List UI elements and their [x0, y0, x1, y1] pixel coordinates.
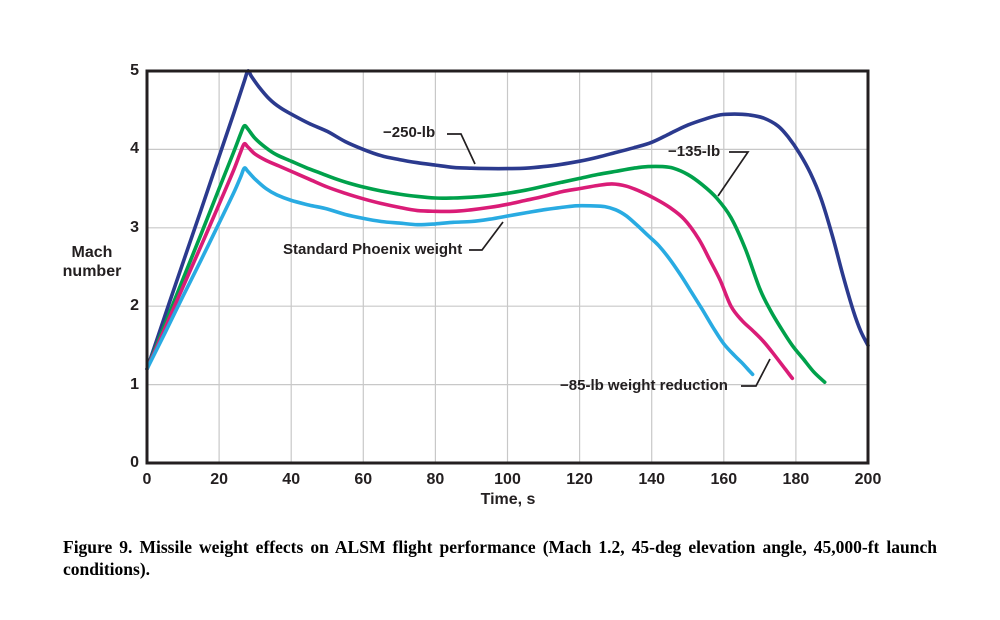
annotation-minus-85-lb: −85-lb weight reduction: [560, 377, 728, 394]
annotation-leader-line-0: [447, 133, 476, 165]
y-tick-label: 0: [130, 454, 139, 471]
y-tick-label: 5: [130, 62, 139, 79]
annotation-leader-line-3: [469, 221, 504, 251]
y-axis-title: Mach number: [62, 244, 122, 280]
x-tick-label: 60: [354, 471, 373, 488]
annotation-minus-135-lb: −135-lb: [668, 143, 721, 160]
x-tick-label: 200: [854, 471, 882, 488]
x-tick-label: 160: [710, 471, 738, 488]
y-tick-label: 4: [130, 140, 139, 158]
x-tick-label: 40: [282, 471, 301, 488]
annotation-standard-phoenix-weight: Standard Phoenix weight: [283, 241, 463, 258]
x-tick-label: 20: [210, 471, 228, 488]
figure-caption: Figure 9. Missile weight effects on ALSM…: [63, 537, 937, 579]
x-tick-label: 180: [782, 471, 810, 488]
annotation-leader-line-2: [741, 358, 771, 387]
annotation-leader-line-1: [717, 151, 750, 197]
plot-frame: [145, 69, 870, 465]
annotation-minus-250-lb: −250-lb: [383, 124, 436, 141]
x-tick-label: 100: [494, 471, 521, 488]
curve--135-lb weight reduction: [145, 123, 827, 384]
curve--250-lb weight reduction: [145, 69, 870, 371]
y-tick-label: 3: [130, 218, 139, 236]
x-tick-label: 0: [142, 471, 152, 488]
x-tick-label: 80: [426, 471, 445, 488]
y-tick-label: 1: [130, 375, 139, 393]
x-tick-label: 140: [638, 471, 666, 488]
x-axis-title: Time, s: [480, 491, 536, 508]
curve-Standard Phoenix weight: [145, 166, 755, 377]
x-tick-label: 120: [566, 471, 593, 488]
curve--85-lb weight reduction: [145, 141, 795, 381]
y-tick-label: 2: [130, 297, 139, 315]
